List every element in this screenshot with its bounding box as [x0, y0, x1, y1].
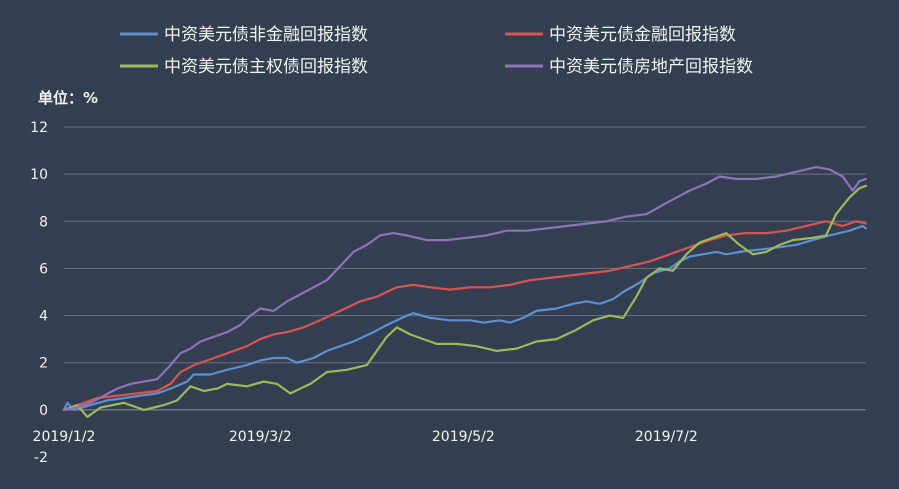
- unit-label: 单位：%: [38, 89, 98, 107]
- series-line-2: [62, 220, 868, 411]
- x-tick-label: 2019/3/2: [229, 429, 292, 445]
- legend-label: 中资美元债金融回报指数: [549, 25, 736, 45]
- y-tick-label: -2: [34, 450, 48, 466]
- y-tick-label: 12: [30, 120, 48, 136]
- legend-item-3: 中资美元债主权债回报指数: [120, 57, 368, 77]
- legend-item-2: 中资美元债金融回报指数: [505, 25, 736, 45]
- legend-label: 中资美元债非金融回报指数: [164, 25, 368, 45]
- series-line-4: [62, 166, 868, 411]
- y-tick-label: 6: [39, 261, 48, 277]
- gridlines: [64, 126, 866, 411]
- x-tick-label: 2019/5/2: [432, 429, 495, 445]
- x-tick-label: 2019/7/2: [635, 429, 698, 445]
- series-line-3: [62, 184, 868, 418]
- x-tick-label: 2019/1/2: [33, 429, 96, 445]
- y-tick-label: 0: [39, 403, 48, 419]
- series-line-1: [62, 224, 868, 411]
- legend-label: 中资美元债主权债回报指数: [164, 57, 368, 77]
- y-tick-label: 2: [39, 356, 48, 372]
- y-tick-label: 8: [39, 214, 48, 230]
- legend-item-4: 中资美元债房地产回报指数: [505, 57, 753, 77]
- series-layer: [62, 166, 868, 418]
- x-axis: 2019/1/2 2019/3/2 2019/5/2 2019/7/2: [33, 429, 698, 445]
- legend-item-1: 中资美元债非金融回报指数: [120, 25, 368, 45]
- legend-label: 中资美元债房地产回报指数: [549, 57, 753, 77]
- y-tick-label: 4: [39, 309, 48, 325]
- y-axis: -2 0 2 4 6 8 10 12: [30, 120, 48, 466]
- y-tick-label: 10: [30, 167, 48, 183]
